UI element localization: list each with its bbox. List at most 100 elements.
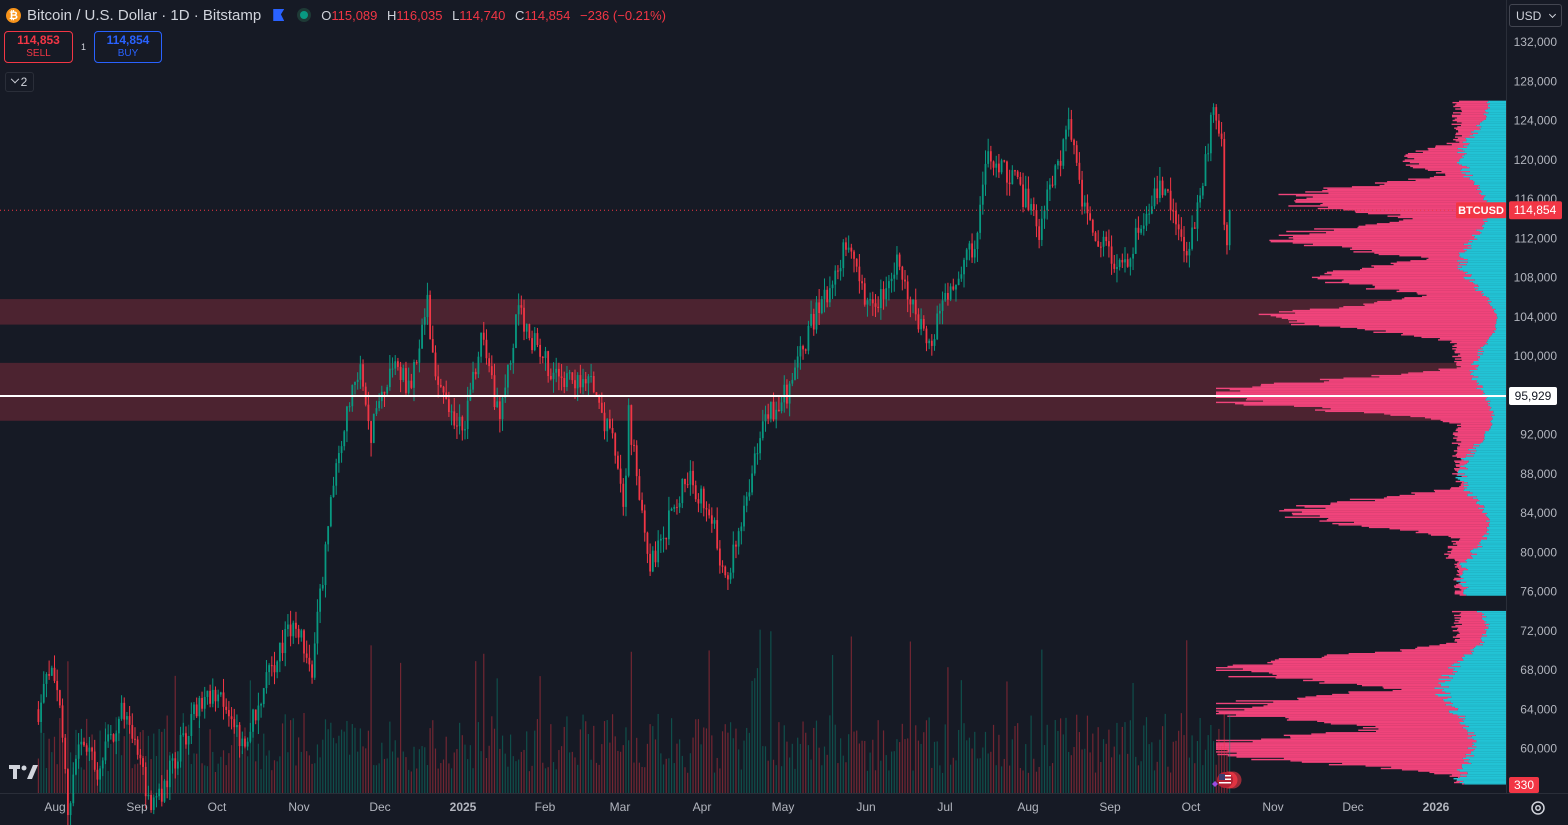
- volume-bar: [332, 737, 335, 793]
- candle-body: [413, 362, 415, 388]
- candle-body: [713, 520, 716, 524]
- volume-bar: [925, 720, 928, 793]
- candle-body: [171, 758, 174, 761]
- volume-bar: [738, 749, 740, 793]
- candle-body: [780, 402, 783, 412]
- candle-body: [1124, 259, 1126, 263]
- candle-body: [1218, 120, 1220, 134]
- volume-bar: [684, 767, 686, 793]
- price-axis-panel: [1506, 0, 1568, 825]
- volume-bar: [665, 758, 667, 793]
- currency-button[interactable]: USD: [1509, 4, 1562, 27]
- candle-body: [732, 544, 735, 573]
- candle-body: [45, 674, 48, 684]
- volume-bar: [636, 737, 638, 793]
- candle-body: [649, 553, 652, 572]
- volume-bar: [1167, 766, 1169, 793]
- candle-body: [1091, 219, 1094, 233]
- volume-bar: [657, 713, 659, 793]
- volume-bar: [713, 772, 716, 793]
- volume-bar: [1041, 649, 1043, 793]
- candle-body: [182, 733, 185, 735]
- volume-bar: [1043, 745, 1046, 793]
- candle-body: [1006, 161, 1008, 183]
- candle-body: [464, 429, 466, 431]
- symbol-title[interactable]: Bitcoin / U.S. Dollar · 1D · Bitstamp: [27, 6, 262, 24]
- volume-bar: [571, 751, 573, 793]
- volume-bar: [845, 762, 847, 793]
- sell-button[interactable]: 114,853 SELL: [4, 31, 73, 63]
- market-status-icon[interactable]: [297, 8, 312, 22]
- tradingview-logo-icon[interactable]: [8, 764, 40, 780]
- volume-bar: [810, 759, 812, 793]
- y-tick-label: 88,000: [1520, 467, 1557, 481]
- buy-button[interactable]: 114,854 BUY: [94, 31, 162, 63]
- candle-body: [388, 368, 391, 388]
- candle-body: [531, 338, 533, 351]
- candle-body: [198, 697, 201, 717]
- candle-body: [625, 475, 627, 507]
- volume-bar: [644, 767, 646, 793]
- indicators-collapse-button[interactable]: 2: [5, 72, 34, 92]
- volume-bar: [958, 729, 960, 793]
- volume-bar: [308, 755, 310, 793]
- candle-body: [297, 628, 300, 638]
- candle-body: [587, 376, 590, 384]
- candle-body: [828, 288, 831, 303]
- volume-bar: [681, 755, 683, 793]
- volume-bar: [209, 729, 211, 793]
- candle-body: [303, 630, 305, 654]
- volume-bar: [963, 723, 965, 793]
- candle-body: [992, 161, 995, 168]
- volume-bar: [437, 768, 439, 793]
- candle-body: [1094, 232, 1097, 242]
- volume-bar: [1084, 748, 1086, 793]
- symbol-header[interactable]: ₿ Bitcoin / U.S. Dollar · 1D · Bitstamp …: [6, 5, 666, 25]
- candle-body: [1158, 180, 1161, 199]
- volume-bar: [1100, 762, 1102, 793]
- candle-body: [391, 368, 394, 370]
- candle-body: [1030, 204, 1033, 211]
- volume-bar: [67, 661, 69, 793]
- candle-body: [710, 515, 713, 524]
- candle-body: [812, 313, 815, 330]
- candle-body: [944, 292, 947, 301]
- candle-body: [802, 346, 804, 350]
- candle-body: [399, 366, 402, 381]
- volume-bar: [899, 742, 901, 793]
- candle-body: [139, 754, 142, 759]
- candle-body: [375, 408, 378, 414]
- settings-gear-icon[interactable]: [1529, 799, 1547, 817]
- volume-bar: [1229, 714, 1231, 793]
- high-label: H: [387, 7, 397, 23]
- candle-body: [635, 445, 638, 477]
- candle-body: [332, 485, 335, 498]
- candle-body: [633, 444, 635, 446]
- candle-body: [1027, 188, 1030, 211]
- volume-bar: [719, 768, 721, 793]
- candle-body: [418, 348, 421, 363]
- volume-bar: [174, 675, 176, 793]
- candle-body: [1185, 251, 1188, 256]
- candle-body: [627, 405, 630, 476]
- candle-body: [354, 382, 356, 385]
- candle-body: [989, 151, 992, 162]
- y-tick-label: 72,000: [1520, 624, 1557, 638]
- volume-bar: [1140, 761, 1142, 793]
- candle-body: [1057, 160, 1059, 166]
- candle-body: [914, 299, 917, 315]
- volume-bar: [459, 722, 461, 793]
- flag-icon[interactable]: [273, 9, 285, 21]
- x-tick-label: Aug: [1017, 800, 1038, 814]
- candle-body: [402, 368, 405, 381]
- volume-bar: [695, 719, 697, 793]
- candle-body: [431, 339, 434, 353]
- candle-body: [407, 380, 410, 394]
- spread-value: 1: [81, 42, 87, 52]
- candle-body: [960, 274, 963, 279]
- candle-body: [1048, 184, 1051, 190]
- candle-body: [1183, 236, 1185, 252]
- y-tick-label: 84,000: [1520, 506, 1557, 520]
- economic-event-icon[interactable]: [1211, 770, 1245, 790]
